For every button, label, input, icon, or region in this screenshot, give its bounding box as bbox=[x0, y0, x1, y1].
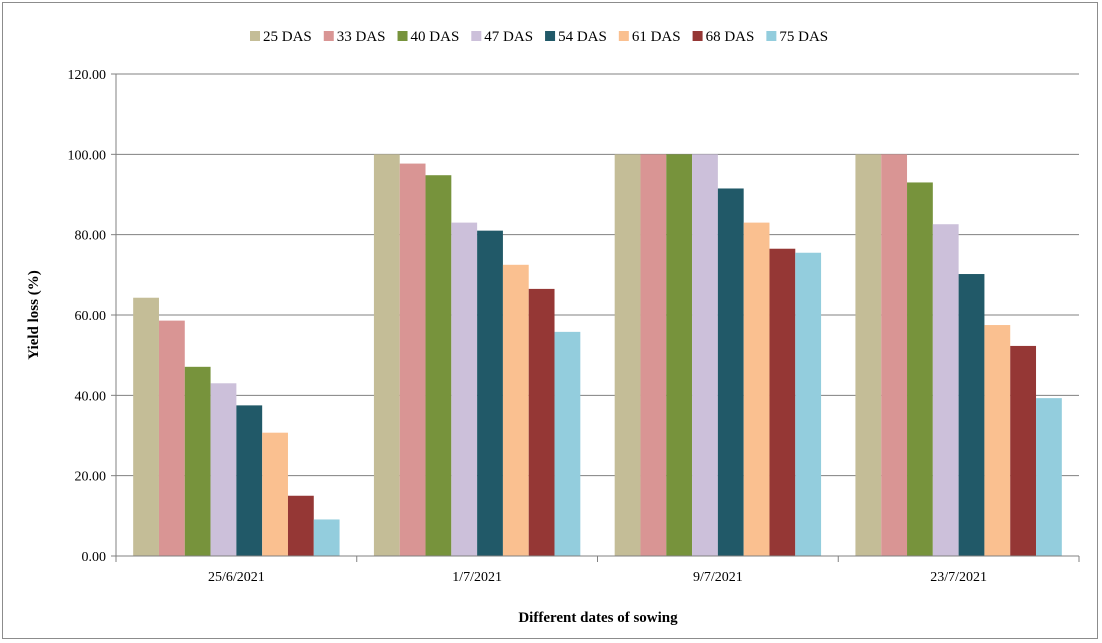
bar-33-das-0 bbox=[158, 320, 185, 556]
bar-25-das-2 bbox=[614, 154, 641, 557]
y-tick-label: 80.00 bbox=[75, 229, 107, 244]
bar-68-das-1 bbox=[528, 288, 555, 556]
bar-47-das-3 bbox=[932, 224, 959, 556]
legend-swatch bbox=[471, 31, 482, 41]
legend-label: 33 DAS bbox=[337, 29, 386, 45]
bar-25-das-1 bbox=[373, 154, 400, 557]
y-tick-label: 120.00 bbox=[68, 68, 107, 83]
bar-61-das-0 bbox=[262, 432, 288, 556]
bar-47-das-1 bbox=[451, 222, 478, 556]
bar-40-das-2 bbox=[666, 154, 693, 557]
axes bbox=[115, 74, 1079, 557]
bar-33-das-2 bbox=[640, 154, 667, 557]
bar-75-das-0 bbox=[313, 519, 340, 556]
bar-25-das-3 bbox=[855, 154, 882, 557]
bar-68-das-3 bbox=[1010, 345, 1037, 556]
y-axis-title: Yield loss (%) bbox=[26, 270, 42, 359]
y-tick-label: 40.00 bbox=[75, 389, 107, 404]
legend-swatch bbox=[618, 31, 629, 41]
bar-61-das-1 bbox=[502, 264, 529, 556]
legend-label: 68 DAS bbox=[706, 29, 755, 45]
legend-label: 40 DAS bbox=[411, 29, 460, 45]
legend-swatch bbox=[766, 31, 777, 41]
legend-label: 75 DAS bbox=[779, 29, 828, 45]
y-tick-label: 100.00 bbox=[68, 148, 107, 163]
bar-54-das-0 bbox=[236, 405, 263, 556]
legend-label: 54 DAS bbox=[558, 29, 607, 45]
bar-40-das-0 bbox=[184, 366, 211, 556]
bar-40-das-3 bbox=[907, 182, 933, 556]
y-tick-label: 20.00 bbox=[75, 470, 107, 485]
bars bbox=[133, 154, 1062, 557]
x-tick-labels: 25/6/2021 1/7/2021 9/7/2021 23/7/2021 bbox=[208, 570, 987, 585]
y-tick-label: 0.00 bbox=[82, 550, 107, 565]
bar-54-das-2 bbox=[717, 188, 744, 556]
legend-swatch bbox=[692, 31, 703, 41]
bar-54-das-1 bbox=[477, 230, 503, 556]
bar-25-das-0 bbox=[133, 297, 159, 556]
x-tick-label: 23/7/2021 bbox=[930, 570, 987, 585]
legend-swatch bbox=[397, 31, 408, 41]
y-tick-label: 60.00 bbox=[75, 309, 107, 324]
bar-61-das-2 bbox=[743, 222, 770, 556]
bar-47-das-2 bbox=[692, 154, 718, 557]
bar-54-das-3 bbox=[958, 274, 985, 556]
bar-75-das-3 bbox=[1036, 398, 1062, 556]
bar-33-das-1 bbox=[399, 163, 426, 557]
legend-swatch bbox=[250, 31, 260, 41]
legend-swatch bbox=[545, 31, 556, 41]
legend-label: 61 DAS bbox=[632, 29, 681, 45]
legend-label: 25 DAS bbox=[263, 29, 312, 45]
bar-68-das-0 bbox=[287, 495, 314, 556]
bar-61-das-3 bbox=[984, 325, 1011, 556]
bar-47-das-0 bbox=[210, 383, 237, 556]
x-axis-title: Different dates of sowing bbox=[518, 610, 678, 626]
bar-75-das-1 bbox=[554, 331, 581, 556]
bar-75-das-2 bbox=[795, 252, 822, 556]
bar-68-das-2 bbox=[769, 248, 796, 556]
x-tick-label: 1/7/2021 bbox=[452, 570, 502, 585]
legend-label: 47 DAS bbox=[484, 29, 533, 45]
x-tick-label: 9/7/2021 bbox=[693, 570, 743, 585]
y-tick-labels: 0.00 20.00 40.00 60.00 80.00 100.00 120.00 bbox=[68, 68, 107, 565]
legend-swatch bbox=[323, 31, 334, 41]
bar-33-das-3 bbox=[881, 154, 908, 557]
bar-40-das-1 bbox=[425, 175, 452, 556]
x-tick-label: 25/6/2021 bbox=[208, 570, 265, 585]
legend: 25 DAS 33 DAS 40 DAS 47 DAS 54 DAS 61 DAS 68 D… bbox=[250, 29, 828, 45]
